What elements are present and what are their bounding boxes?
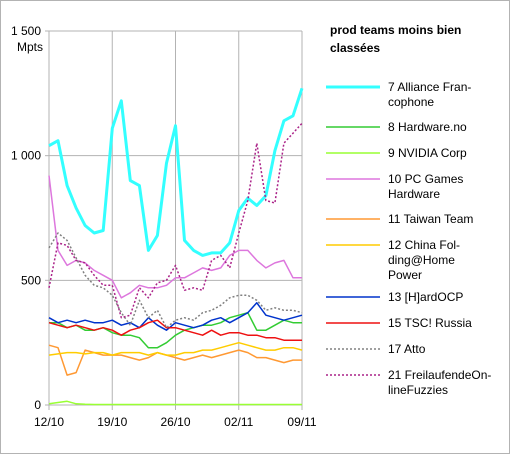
series-line	[48, 122, 303, 319]
legend-label: 10 PC Games Hardware	[388, 172, 463, 201]
legend-label: 9 NVIDIA Corp	[388, 146, 467, 160]
legend-item: 9 NVIDIA Corp	[326, 146, 467, 160]
legend-label: 17 Atto	[388, 342, 426, 356]
series-line	[48, 87, 304, 257]
legend-item: 13 [H]ardOCP	[326, 290, 463, 304]
series-line	[48, 400, 302, 406]
series-line	[48, 302, 303, 331]
y-tick-label: 1 500	[11, 24, 41, 38]
legend-label: 8 Hardware.no	[388, 120, 467, 134]
x-tick-label: 26/10	[160, 415, 190, 429]
legend-label: 7 Alliance Fran-cophone	[388, 80, 471, 109]
y-tick-label: 500	[21, 273, 41, 287]
legend: 7 Alliance Fran-cophone 8 Hardware.no 9 NV…	[326, 80, 491, 397]
legend-item: 15 TSC! Russia	[326, 316, 472, 330]
legend-item: 7 Alliance Fran-cophone	[326, 80, 471, 109]
legend-item: 12 China Fol-ding@Home Power	[326, 238, 460, 282]
series-line	[48, 344, 302, 376]
legend-label: 12 China Fol-ding@Home Power	[388, 238, 460, 282]
series-line	[48, 175, 302, 299]
legend-item: 21 FreilaufendeOn-lineFuzzies	[326, 368, 491, 397]
legend-label: 15 TSC! Russia	[388, 316, 472, 330]
legend-item: 17 Atto	[326, 342, 426, 356]
legend-item: 10 PC Games Hardware	[326, 172, 463, 201]
legend-label: 11 Taiwan Team	[388, 212, 473, 226]
series-lines	[48, 87, 304, 406]
legend-item: 8 Hardware.no	[326, 120, 467, 134]
x-tick-label: 09/11	[287, 415, 316, 429]
series-line	[48, 319, 302, 341]
y-tick-label: 1 000	[11, 149, 41, 163]
y-axis-unit: Mpts	[17, 40, 43, 54]
series-line	[48, 232, 303, 329]
series-line	[48, 341, 303, 356]
legend-label: 21 FreilaufendeOn-lineFuzzies	[388, 368, 491, 397]
legend-title: prod teams moins bien classées	[330, 23, 461, 55]
legend-item: 11 Taiwan Team	[326, 212, 473, 226]
x-tick-label: 02/11	[224, 415, 253, 429]
legend-label: 13 [H]ardOCP	[388, 290, 463, 304]
x-tick-label: 19/10	[97, 415, 127, 429]
axes: 0 500 1 000 1 500 12/10 19/10 26/10 02/11 09/11	[11, 24, 317, 429]
x-tick-label: 12/10	[34, 415, 64, 429]
y-tick-label: 0	[34, 398, 41, 412]
series-line	[49, 311, 302, 349]
